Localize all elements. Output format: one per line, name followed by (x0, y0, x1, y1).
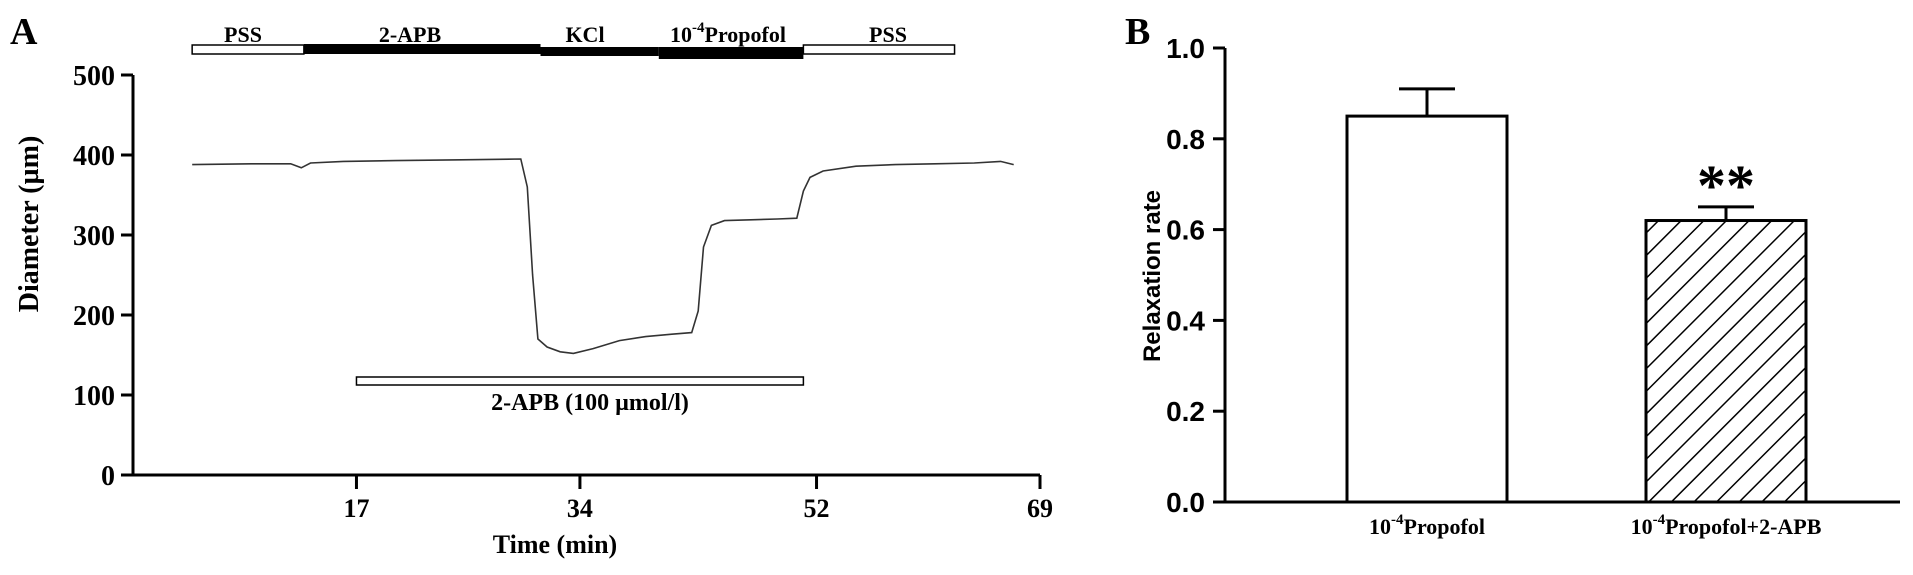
panel-a: A PSS 2-APB KCl 10-4Propofol PSS 0 100 200… (10, 11, 1053, 559)
drug-bar: 2-APB (100 µmol/l) (355, 376, 805, 416)
treatment-segment-3 (658, 47, 804, 59)
drug-bar-label: 2-APB (100 µmol/l) (491, 390, 689, 416)
category-exponent-0: -4 (1391, 512, 1404, 528)
y-tick-label-400: 400 (73, 141, 115, 172)
treatment-segment-0 (191, 44, 305, 55)
b-y-tick-label-0.4: 0.4 (1166, 305, 1205, 336)
treatment-label-propofol: 10-4Propofol (670, 20, 786, 47)
y-tick-label-200: 200 (73, 301, 115, 332)
x-axis-label: Time (min) (493, 530, 617, 559)
treatment-bar: PSS 2-APB KCl 10-4Propofol PSS (191, 20, 956, 59)
treatment-label-pss-2: PSS (869, 22, 907, 47)
b-y-tick-label-0.6: 0.6 (1166, 215, 1205, 246)
panel-b-letter: B (1125, 11, 1150, 53)
panel-a-letter: A (10, 11, 38, 53)
treatment-label-pss-1: PSS (224, 22, 262, 47)
significance-annotation-1: ** (1697, 153, 1755, 218)
panel-a-axes: 0 100 200 300 400 500 17 34 52 69 (73, 61, 1053, 523)
b-y-tick-label-1.0: 1.0 (1166, 33, 1205, 64)
diameter-trace (192, 158, 1014, 355)
propofol-base: 10 (670, 22, 692, 47)
category-label-0: 10-4Propofol (1369, 512, 1485, 539)
panel-b-bars: 10-4Propofol 10-4Propofol+2-APB** (1345, 87, 1822, 539)
x-tick-label-69: 69 (1027, 494, 1053, 523)
treatment-segment-4 (802, 44, 956, 55)
y-axis-label: Diameter (µm) (14, 136, 45, 313)
category-rest-0: Propofol (1404, 514, 1485, 539)
category-exponent-1: -4 (1653, 512, 1666, 528)
b-y-tick-label-0.8: 0.8 (1166, 124, 1205, 155)
bar-0 (1345, 114, 1509, 504)
category-base-1: 10 (1631, 514, 1653, 539)
treatment-segment-2 (540, 47, 659, 56)
propofol-exponent: -4 (692, 20, 705, 36)
x-tick-label-52: 52 (804, 494, 830, 523)
x-tick-label-17: 17 (343, 494, 369, 523)
b-y-tick-label-0.0: 0.0 (1166, 487, 1205, 518)
bar-1 (1644, 219, 1808, 504)
treatment-segment-1 (303, 44, 541, 54)
x-tick-label-34: 34 (567, 494, 593, 523)
b-y-axis-label: Relaxation rate (1139, 190, 1166, 362)
treatment-label-2apb: 2-APB (379, 22, 442, 47)
treatment-label-kcl: KCl (565, 22, 604, 47)
category-label-1: 10-4Propofol+2-APB (1631, 512, 1822, 539)
y-tick-label-100: 100 (73, 381, 115, 412)
drug-bar-rect (355, 376, 805, 386)
diameter-trace-line (192, 158, 1014, 355)
y-tick-label-300: 300 (73, 221, 115, 252)
category-rest-1: Propofol+2-APB (1665, 514, 1822, 539)
category-base-0: 10 (1369, 514, 1391, 539)
panel-b: B 0.00.20.40.60.81.0 10-4Propofol 10-4Pro… (1125, 11, 1900, 539)
y-tick-label-500: 500 (73, 61, 115, 92)
y-tick-label-0: 0 (101, 461, 115, 492)
propofol-text: Propofol (705, 22, 786, 47)
b-y-tick-label-0.2: 0.2 (1166, 396, 1205, 427)
